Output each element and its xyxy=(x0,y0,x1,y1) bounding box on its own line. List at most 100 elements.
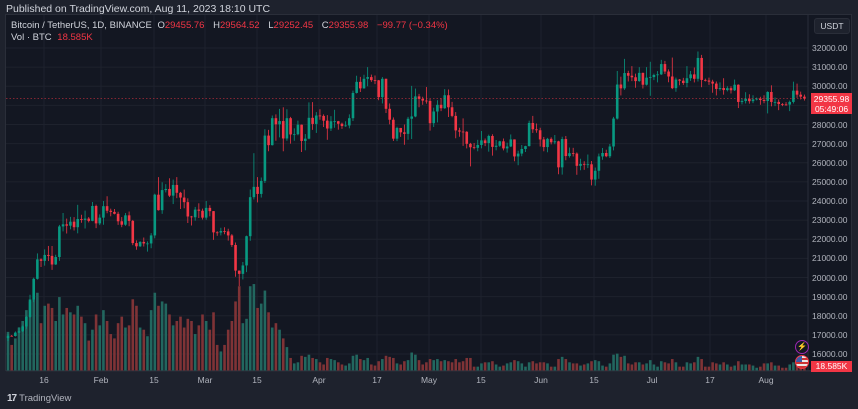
candle-up xyxy=(14,332,17,337)
volume-bar xyxy=(729,366,733,371)
volume-bar xyxy=(259,303,263,371)
candle-down xyxy=(626,73,630,76)
price-tick-label: 21000.00 xyxy=(812,253,848,264)
lightning-icon[interactable]: ⚡ xyxy=(795,340,809,354)
volume-bar xyxy=(160,301,164,371)
volume-bar xyxy=(149,310,153,371)
candle-down xyxy=(604,152,608,157)
candle-up xyxy=(248,197,252,237)
volume-bar xyxy=(182,327,186,371)
volume-bar xyxy=(777,365,780,371)
volume-bar xyxy=(395,363,399,371)
currency-button[interactable]: USDT xyxy=(814,18,850,34)
candle-down xyxy=(461,131,465,133)
volume-bar xyxy=(135,305,138,371)
candle-down xyxy=(226,231,230,236)
volume-bar xyxy=(608,363,612,371)
candle-down xyxy=(465,131,469,144)
volume-bar xyxy=(659,361,663,371)
candle-up xyxy=(645,77,648,85)
candle-down xyxy=(50,255,54,265)
time-label: Apr xyxy=(312,375,326,385)
volume-bar xyxy=(564,359,568,371)
candle-down xyxy=(182,197,186,203)
candle-up xyxy=(509,139,513,147)
candle-up xyxy=(278,121,281,125)
price-tick-label: 31000.00 xyxy=(812,62,848,73)
price-tick-label: 20000.00 xyxy=(812,272,848,283)
volume-bar xyxy=(674,362,678,371)
volume-bar xyxy=(131,299,135,371)
volume-bar xyxy=(766,363,769,371)
volume-bar xyxy=(138,327,142,371)
volume-bar xyxy=(421,364,425,371)
volume-bar xyxy=(43,305,46,371)
candle-down xyxy=(447,95,450,108)
volume-bar xyxy=(234,301,237,371)
volume-bar xyxy=(458,362,461,371)
candle-up xyxy=(21,326,24,332)
candle-down xyxy=(65,224,69,226)
candle-down xyxy=(234,244,237,271)
volume-bar xyxy=(303,356,307,371)
volume-bar xyxy=(208,329,212,371)
us-flag-icon[interactable] xyxy=(795,355,809,369)
volume-bar xyxy=(465,357,469,371)
price-tick-label: 16000.00 xyxy=(812,349,848,359)
candle-down xyxy=(670,76,674,89)
candle-up xyxy=(58,226,61,258)
candle-down xyxy=(370,77,373,81)
volume-bar xyxy=(215,344,219,371)
volume-bar xyxy=(781,367,784,371)
volume-legend[interactable]: Vol · BTC 18.585K xyxy=(11,32,96,43)
grid xyxy=(6,15,808,371)
candle-down xyxy=(318,115,322,117)
volume-bar xyxy=(392,357,395,371)
volume-bar xyxy=(61,314,65,371)
volume-bar xyxy=(626,363,630,371)
close-value: 29355.98 xyxy=(328,20,369,31)
volume-bar xyxy=(652,364,656,371)
volume-bar xyxy=(58,297,61,371)
volume-bar xyxy=(560,356,564,371)
volume-bar xyxy=(553,366,557,371)
volume-bar xyxy=(516,361,520,371)
volume-bar xyxy=(450,362,454,371)
volume-bar xyxy=(630,364,634,371)
symbol-legend[interactable]: Bitcoin / TetherUS, 1D, BINANCE O29455.7… xyxy=(11,20,451,31)
volume-bar xyxy=(663,362,667,371)
volume-bar xyxy=(190,321,193,371)
candle-up xyxy=(498,141,502,146)
candle-down xyxy=(289,118,292,135)
candle-down xyxy=(762,100,766,101)
volume-bar xyxy=(98,325,102,371)
volume-bar xyxy=(105,321,109,371)
candle-up xyxy=(766,91,769,101)
volume-bar xyxy=(692,362,696,371)
candle-down xyxy=(678,79,681,81)
candle-down xyxy=(215,232,219,234)
low-value: 29252.45 xyxy=(273,20,314,31)
volume-bar xyxy=(704,366,707,371)
last-price-value: 29355.98 xyxy=(813,94,850,104)
volume-bar xyxy=(237,286,241,371)
candle-down xyxy=(590,164,593,180)
volume-bar xyxy=(109,334,113,371)
candle-down xyxy=(80,218,83,220)
candle-down xyxy=(274,118,278,125)
high-value: 29564.52 xyxy=(219,20,260,31)
candle-down xyxy=(619,84,623,89)
candle-down xyxy=(131,220,135,244)
volume-value: 18.585K xyxy=(57,32,93,43)
candle-up xyxy=(124,215,127,225)
candle-down xyxy=(641,72,645,85)
volume-bar xyxy=(179,316,182,371)
candle-down xyxy=(135,243,138,247)
candle-up xyxy=(494,145,498,147)
footer: 17 TradingView xyxy=(7,393,71,404)
candle-down xyxy=(72,221,76,228)
candle-up xyxy=(270,118,274,146)
candle-down xyxy=(388,108,391,120)
volume-bar xyxy=(47,303,50,371)
